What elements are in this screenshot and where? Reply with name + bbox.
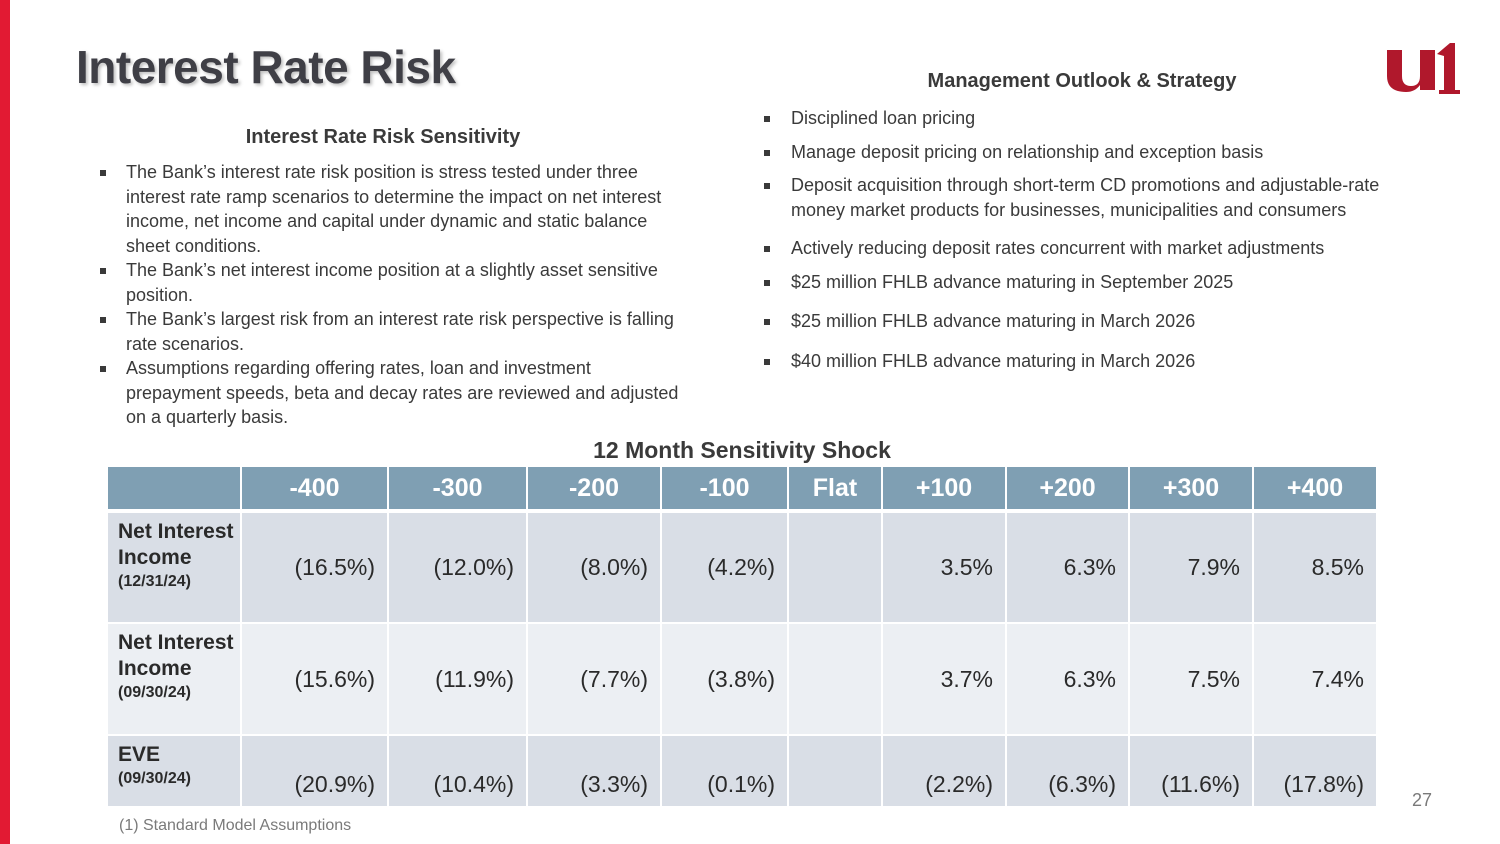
table-cell: (11.6%) (1128, 735, 1253, 808)
bullet-icon (764, 116, 770, 122)
sensitivity-table: -400 -300 -200 -100 Flat +100 +200 +300 … (108, 467, 1376, 808)
column-header: -100 (660, 467, 788, 513)
bullet-icon (764, 319, 770, 325)
list-item: Deposit acquisition through short-term C… (764, 173, 1424, 222)
table-cell: (0.1%) (660, 735, 788, 808)
table-cell: (20.9%) (240, 735, 388, 808)
table-header-row: -400 -300 -200 -100 Flat +100 +200 +300 … (108, 467, 1376, 513)
column-header: -400 (240, 467, 388, 513)
column-header: +200 (1005, 467, 1129, 513)
bullet-icon (764, 183, 770, 189)
table-cell: (17.8%) (1252, 735, 1376, 808)
table-cell (787, 511, 882, 624)
row-label: EVE (09/30/24) (108, 735, 241, 808)
bullet-icon (100, 268, 106, 274)
table-title: 12 Month Sensitivity Shock (593, 437, 891, 463)
table-cell: (2.2%) (881, 735, 1006, 808)
table-cell: (3.3%) (526, 735, 661, 808)
column-header: -300 (387, 467, 527, 513)
list-item: Disciplined loan pricing (764, 106, 1424, 131)
list-item: Assumptions regarding offering rates, lo… (100, 356, 690, 430)
right-bullet-list: Disciplined loan pricing Manage deposit … (764, 106, 1424, 373)
table-cell: 3.5% (881, 511, 1006, 624)
table-cell: 8.5% (1252, 511, 1376, 624)
u1-logo-icon (1384, 40, 1460, 98)
table-cell: (12.0%) (387, 511, 527, 624)
table-cell: (16.5%) (240, 511, 388, 624)
table-row: Net Interest Income (12/31/24) (16.5%) (1… (108, 511, 1376, 624)
list-item: Manage deposit pricing on relationship a… (764, 140, 1424, 165)
table-cell: 7.5% (1128, 623, 1253, 736)
list-item: The Bank’s largest risk from an interest… (100, 307, 690, 356)
column-header (108, 467, 241, 513)
bullet-icon (100, 366, 106, 372)
page-number: 27 (1412, 790, 1433, 810)
row-label: Net Interest Income (12/31/24) (108, 511, 241, 624)
table-cell: (3.8%) (660, 623, 788, 736)
bullet-icon (764, 279, 770, 286)
table-cell: (15.6%) (240, 623, 388, 736)
table-cell: (7.7%) (526, 623, 661, 736)
list-item: $25 million FHLB advance maturing in Mar… (764, 309, 1424, 334)
table-cell: (4.2%) (660, 511, 788, 624)
bullet-icon (764, 358, 770, 365)
bullet-icon (100, 317, 106, 323)
bullet-icon (764, 149, 770, 156)
slide-title: Interest Rate Risk (76, 41, 456, 93)
table-cell: 6.3% (1005, 511, 1129, 624)
table-row: EVE (09/30/24) (20.9%) (10.4%) (3.3%) (0.… (108, 735, 1376, 808)
table-cell: (6.3%) (1005, 735, 1129, 808)
column-header: +300 (1128, 467, 1253, 513)
bullet-icon (764, 246, 770, 252)
table-cell: (10.4%) (387, 735, 527, 808)
list-item: $40 million FHLB advance maturing in Mar… (764, 349, 1424, 374)
list-item: The Bank’s net interest income position … (100, 258, 690, 307)
row-label: Net Interest Income (09/30/24) (108, 623, 241, 736)
table-cell (787, 623, 882, 736)
column-header: -200 (526, 467, 661, 513)
bullet-icon (100, 170, 106, 176)
brand-accent-bar (0, 0, 10, 844)
table-cell: (8.0%) (526, 511, 661, 624)
list-item: $25 million FHLB advance maturing in Sep… (764, 270, 1424, 295)
column-header: +100 (881, 467, 1006, 513)
table-cell: 3.7% (881, 623, 1006, 736)
table-cell (787, 735, 882, 808)
column-header: Flat (787, 467, 882, 513)
column-header: +400 (1252, 467, 1376, 513)
table-row: Net Interest Income (09/30/24) (15.6%) (1… (108, 623, 1376, 736)
right-section-heading: Management Outlook & Strategy (927, 70, 1237, 92)
list-item: The Bank’s interest rate risk position i… (100, 160, 690, 258)
table-cell: 7.4% (1252, 623, 1376, 736)
left-bullet-list: The Bank’s interest rate risk position i… (100, 160, 690, 430)
table-cell: (11.9%) (387, 623, 527, 736)
left-section-heading: Interest Rate Risk Sensitivity (245, 126, 521, 148)
table-cell: 7.9% (1128, 511, 1253, 624)
footnote: (1) Standard Model Assumptions (119, 817, 352, 834)
list-item: Actively reducing deposit rates concurre… (764, 236, 1424, 261)
table-cell: 6.3% (1005, 623, 1129, 736)
